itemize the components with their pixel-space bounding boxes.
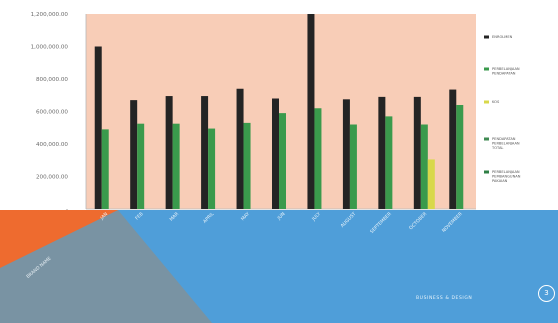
- y-tick-label: 400,000.00: [36, 142, 68, 148]
- bar[interactable]: [420, 124, 428, 210]
- legend-swatch: [484, 170, 489, 174]
- bar[interactable]: [427, 159, 435, 209]
- x-tick-label: JUN: [276, 211, 287, 222]
- x-tick-label: FEB: [134, 211, 144, 221]
- x-tick-label: JULY: [310, 211, 322, 223]
- legend-label: KOS: [492, 100, 500, 104]
- legend-swatch: [484, 100, 489, 104]
- y-tick-label: 1,200,000.00: [31, 12, 69, 18]
- bar[interactable]: [314, 108, 322, 209]
- y-tick-label: 600,000.00: [36, 110, 68, 116]
- bar[interactable]: [101, 129, 109, 209]
- bar[interactable]: [272, 98, 279, 210]
- y-tick-label: -: [66, 207, 68, 213]
- bar[interactable]: [201, 96, 209, 209]
- y-tick-label: 200,000.00: [36, 175, 68, 181]
- bar[interactable]: [349, 124, 357, 210]
- bar[interactable]: [449, 89, 457, 209]
- y-tick-labels: 1,200,000.00 1,000,000.00 800,000.00 600,00…: [31, 12, 69, 213]
- bar[interactable]: [279, 113, 286, 209]
- bar[interactable]: [456, 105, 464, 209]
- y-tick-label: 1,000,000.00: [31, 45, 69, 51]
- slide-number-badge[interactable]: 3: [538, 285, 555, 302]
- bar[interactable]: [413, 96, 421, 209]
- bar[interactable]: [172, 123, 180, 209]
- legend-label: PERBELANJAAN PENDAPATAN: [492, 67, 520, 76]
- bar[interactable]: [243, 122, 251, 209]
- legend-label: ENROLMEN: [492, 35, 513, 39]
- legend-swatch: [484, 137, 489, 141]
- bar[interactable]: [307, 14, 315, 209]
- legend: ENROLMEN PERBELANJAAN PENDAPATAN KOS PENDAPA…: [484, 35, 521, 183]
- bar[interactable]: [137, 123, 145, 209]
- bar[interactable]: [378, 96, 386, 209]
- bar[interactable]: [94, 46, 102, 210]
- y-tick-label: 800,000.00: [36, 77, 68, 83]
- bar[interactable]: [130, 100, 138, 209]
- x-tick-label: JAN: [99, 211, 110, 222]
- x-tick-label: MAY: [240, 211, 251, 222]
- bar[interactable]: [385, 116, 393, 209]
- legend-label: PENDAPATAN PERBELANJAAN TOTAL: [491, 137, 520, 150]
- footer-orange-triangle: [0, 210, 118, 268]
- bar[interactable]: [342, 99, 350, 209]
- bar[interactable]: [236, 88, 244, 209]
- bar[interactable]: [165, 96, 173, 209]
- bars-layer: [94, 14, 464, 210]
- legend-label: PERBELANJAAN PEMBANGUNAN PAKAIAN: [492, 170, 521, 183]
- footer-business-text: BUSINESS & DESIGN: [416, 296, 473, 301]
- legend-swatch: [484, 35, 489, 39]
- bar[interactable]: [208, 128, 216, 209]
- legend-swatch: [484, 67, 489, 71]
